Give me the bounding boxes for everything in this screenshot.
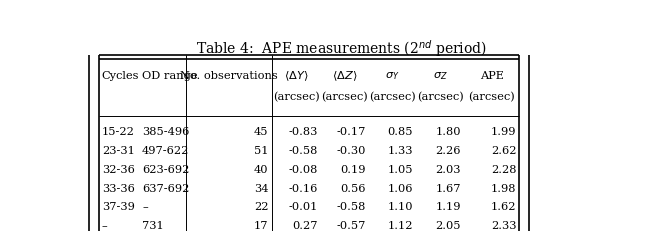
- Text: 33-36: 33-36: [102, 183, 135, 193]
- Text: Table 4:  APE measurements (2$^{nd}$ period): Table 4: APE measurements (2$^{nd}$ peri…: [196, 37, 487, 58]
- Text: 0.19: 0.19: [340, 164, 366, 174]
- Text: -0.17: -0.17: [336, 127, 366, 137]
- Text: 15-22: 15-22: [102, 127, 135, 137]
- Text: -0.08: -0.08: [288, 164, 318, 174]
- Text: $\sigma_Z$: $\sigma_Z$: [433, 70, 448, 82]
- Text: 637-692: 637-692: [142, 183, 189, 193]
- Text: (arcsec): (arcsec): [468, 92, 515, 102]
- Text: -0.83: -0.83: [288, 127, 318, 137]
- Text: 497-622: 497-622: [142, 146, 189, 155]
- Text: Cycles: Cycles: [102, 71, 139, 81]
- Text: 1.12: 1.12: [388, 220, 413, 230]
- Text: -0.16: -0.16: [288, 183, 318, 193]
- Text: 1.67: 1.67: [436, 183, 461, 193]
- Text: 40: 40: [254, 164, 268, 174]
- Text: 2.26: 2.26: [436, 146, 461, 155]
- Text: 23-31: 23-31: [102, 146, 135, 155]
- Text: 731: 731: [142, 220, 164, 230]
- Text: (arcsec): (arcsec): [369, 92, 416, 102]
- Text: -0.57: -0.57: [336, 220, 366, 230]
- Text: 2.33: 2.33: [491, 220, 516, 230]
- Text: 385-496: 385-496: [142, 127, 189, 137]
- Text: 1.98: 1.98: [491, 183, 516, 193]
- Text: 2.05: 2.05: [436, 220, 461, 230]
- Text: 2.28: 2.28: [491, 164, 516, 174]
- Text: $\langle\Delta Z\rangle$: $\langle\Delta Z\rangle$: [332, 69, 358, 82]
- Text: –: –: [102, 220, 108, 230]
- Text: 1.62: 1.62: [491, 201, 516, 211]
- Text: 623-692: 623-692: [142, 164, 189, 174]
- Text: 34: 34: [254, 183, 268, 193]
- Text: No. observations: No. observations: [180, 71, 278, 81]
- Text: –: –: [142, 201, 148, 211]
- Text: (arcsec): (arcsec): [273, 92, 320, 102]
- Text: 1.06: 1.06: [388, 183, 413, 193]
- Text: 17: 17: [254, 220, 268, 230]
- Text: 1.99: 1.99: [491, 127, 516, 137]
- Text: 2.62: 2.62: [491, 146, 516, 155]
- Text: -0.58: -0.58: [336, 201, 366, 211]
- Text: (arcsec): (arcsec): [321, 92, 368, 102]
- Text: OD range: OD range: [142, 71, 198, 81]
- Text: 0.56: 0.56: [340, 183, 366, 193]
- Text: 1.19: 1.19: [436, 201, 461, 211]
- Text: 51: 51: [254, 146, 268, 155]
- Text: 0.85: 0.85: [388, 127, 413, 137]
- Text: 1.33: 1.33: [388, 146, 413, 155]
- Text: 45: 45: [254, 127, 268, 137]
- Text: 1.05: 1.05: [388, 164, 413, 174]
- Text: -0.30: -0.30: [336, 146, 366, 155]
- Text: 32-36: 32-36: [102, 164, 135, 174]
- Text: APE: APE: [480, 71, 503, 81]
- Text: $\sigma_Y$: $\sigma_Y$: [385, 70, 400, 82]
- Text: $\langle\Delta Y\rangle$: $\langle\Delta Y\rangle$: [284, 69, 308, 82]
- Text: -0.01: -0.01: [288, 201, 318, 211]
- Text: 1.80: 1.80: [436, 127, 461, 137]
- Text: 37-39: 37-39: [102, 201, 135, 211]
- Text: -0.58: -0.58: [288, 146, 318, 155]
- Text: 22: 22: [254, 201, 268, 211]
- Text: 2.03: 2.03: [436, 164, 461, 174]
- Text: (arcsec): (arcsec): [417, 92, 464, 102]
- Text: 1.10: 1.10: [388, 201, 413, 211]
- Text: 0.27: 0.27: [292, 220, 318, 230]
